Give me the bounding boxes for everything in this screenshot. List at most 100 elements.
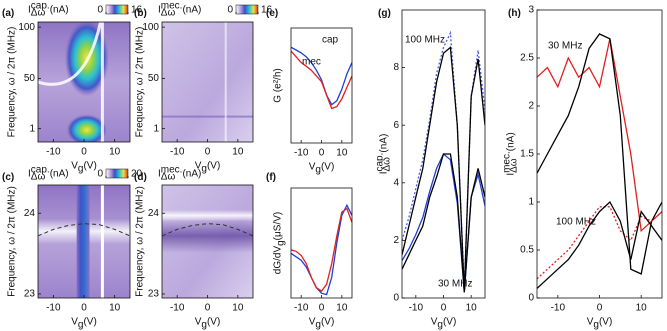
x-tick-label: 0 [319, 303, 325, 314]
y-axis-label: Frequency, ω / 2π (MHz) [7, 27, 18, 138]
x-axis-label-part: g [201, 164, 207, 175]
x-tick-label: -10 [170, 303, 185, 314]
x-axis-label-part: g [315, 165, 321, 176]
x-tick-label: 10 [109, 147, 121, 158]
y-tick-label: 1 [29, 123, 35, 134]
y-tick-label: 0.5 [520, 245, 534, 256]
y-tick-label: 24 [24, 208, 36, 219]
y-tick-label: 1.5 [520, 149, 534, 160]
x-axis-label-part: g [201, 320, 207, 331]
y-tick-label: 1 [153, 123, 159, 134]
colorbar-label-part: Δω [31, 172, 46, 183]
y-axis-label-text: G (e²/h) [273, 68, 284, 102]
y-axis-label-text: Frequency, ω / 2π (MHz) [135, 186, 146, 297]
heatmap-band [162, 209, 253, 222]
data-line [291, 207, 352, 292]
y-axis-label-text: Frequency, ω / 2π (MHz) [7, 27, 18, 138]
colorbar-label-part: Δω [161, 8, 176, 19]
colorbar-tick-label: 20 [131, 169, 143, 180]
y-axis-label-text: Frequency, ω / 2π (MHz) [7, 186, 18, 297]
heatmap-bg [162, 22, 253, 142]
plot-frame [290, 187, 353, 299]
x-tick-label: -10 [409, 303, 424, 314]
y-axis-label-part: g [276, 240, 287, 246]
x-tick-label: 10 [336, 148, 348, 159]
y-axis-label-part: G (e²/h) [273, 68, 284, 102]
annotation: 30 MHz [438, 279, 472, 290]
colorbar-tick-label: 16 [131, 5, 143, 16]
panel-label: (d) [134, 172, 147, 183]
colorbar-label-part: I [28, 169, 31, 180]
colorbar-label-part: mec. [161, 1, 183, 12]
y-tick-label: 24 [148, 208, 160, 219]
legend-label: mec [302, 57, 321, 68]
plot-area [291, 203, 352, 296]
y-axis-label-part: dG/dV [273, 246, 284, 275]
colorbar-label-part: cap. [31, 165, 50, 176]
colorbar-tick-label: 16 [261, 5, 273, 16]
colorbar [105, 4, 129, 15]
panel-label: (a) [2, 8, 14, 19]
plot-area [291, 46, 352, 110]
colorbar-label-part: (nA) [182, 169, 201, 180]
y-tick-label: 4 [393, 177, 399, 188]
colorbar [105, 168, 129, 179]
y-axis-label: Frequency, ω / 2π (MHz) [135, 186, 146, 297]
y-axis-label: G (e²/h) [273, 68, 284, 102]
legend-label: cap [322, 35, 339, 46]
x-tick-label: -10 [170, 147, 185, 158]
colorbar-tick-label: 0 [227, 5, 233, 16]
y-axis-label: dG/dVg (μS/V) [273, 212, 287, 274]
colorbar-tick-label: 0 [97, 5, 103, 16]
colorbar-label-part: (nA) [50, 5, 69, 16]
colorbar-label-part: (nA) [50, 169, 69, 180]
panel-label: (h) [508, 8, 521, 19]
x-tick-label: -10 [551, 303, 566, 314]
data-line [402, 152, 485, 293]
colorbar [235, 4, 259, 15]
heatmap-band [162, 115, 253, 118]
x-tick-label: 0 [205, 303, 211, 314]
y-axis-label-part: Δω [509, 158, 520, 173]
colorbar-label-part: Δω [161, 172, 176, 183]
colorbar-label-part: Δω [31, 8, 46, 19]
annotation: 100 MHz [405, 35, 445, 46]
plot-area [162, 185, 253, 298]
colorbar-label-part: cap. [31, 1, 50, 12]
y-axis-label-part: mec. [502, 151, 513, 173]
x-tick-label: -10 [294, 148, 309, 159]
x-tick-label: -10 [294, 303, 309, 314]
y-tick-label: 100 [18, 22, 35, 33]
x-axis-label-part: (V) [321, 162, 334, 173]
data-line [537, 33, 662, 275]
y-tick-label: 100 [142, 22, 159, 33]
x-tick-label: 10 [336, 303, 348, 314]
y-axis-label-part: (nA) [379, 134, 390, 153]
x-axis-label-part: V [195, 317, 202, 328]
x-axis-label-part: V [587, 317, 594, 328]
x-axis-label-part: V [195, 161, 202, 172]
y-tick-label: 23 [24, 289, 36, 300]
heatmap-blob [66, 114, 107, 142]
x-axis-label-part: (V) [83, 161, 96, 172]
data-line [291, 46, 352, 106]
plot-frame [536, 9, 663, 299]
y-axis-label-text: Frequency, ω / 2π (MHz) [135, 27, 146, 138]
x-axis-label-part: V [71, 161, 78, 172]
y-axis-label-part: Frequency, ω / 2π (MHz) [135, 186, 146, 297]
data-line [38, 223, 130, 237]
